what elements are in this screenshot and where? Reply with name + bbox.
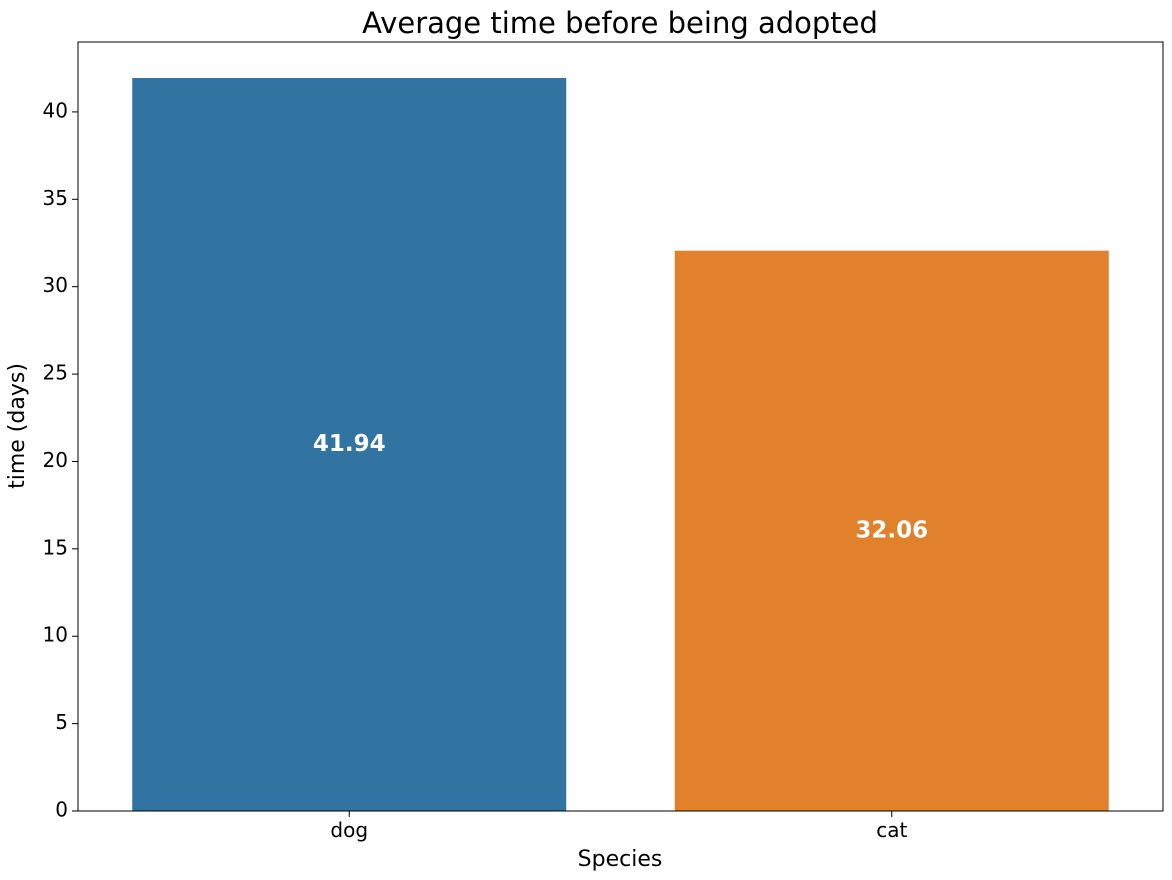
x-axis-title: Species xyxy=(578,847,663,872)
x-tick-label-cat: cat xyxy=(876,818,907,842)
y-tick-label: 15 xyxy=(43,535,68,559)
data-label-dog: 41.94 xyxy=(313,431,386,457)
plot-frame xyxy=(77,41,1164,812)
data-label-cat: 32.06 xyxy=(855,517,928,543)
y-axis-title: time (days) xyxy=(5,363,30,489)
bar-cat xyxy=(674,250,1109,811)
y-tick-label: 30 xyxy=(43,273,68,297)
y-tick-label: 40 xyxy=(43,98,68,122)
y-tick-label: 25 xyxy=(43,361,68,385)
plot-area: 41.94 dog 32.06 cat 0 5 10 15 20 25 30 35 40 xyxy=(43,41,1164,842)
y-tick-label: 35 xyxy=(43,186,68,210)
chart-title: Average time before being adopted xyxy=(362,6,878,40)
x-tick-label-dog: dog xyxy=(330,818,368,842)
y-tick-label: 5 xyxy=(55,710,68,734)
y-tick-label: 0 xyxy=(55,798,68,822)
y-tick-label: 10 xyxy=(43,623,68,647)
bar-dog xyxy=(132,78,567,811)
y-tick-label: 20 xyxy=(43,448,68,472)
